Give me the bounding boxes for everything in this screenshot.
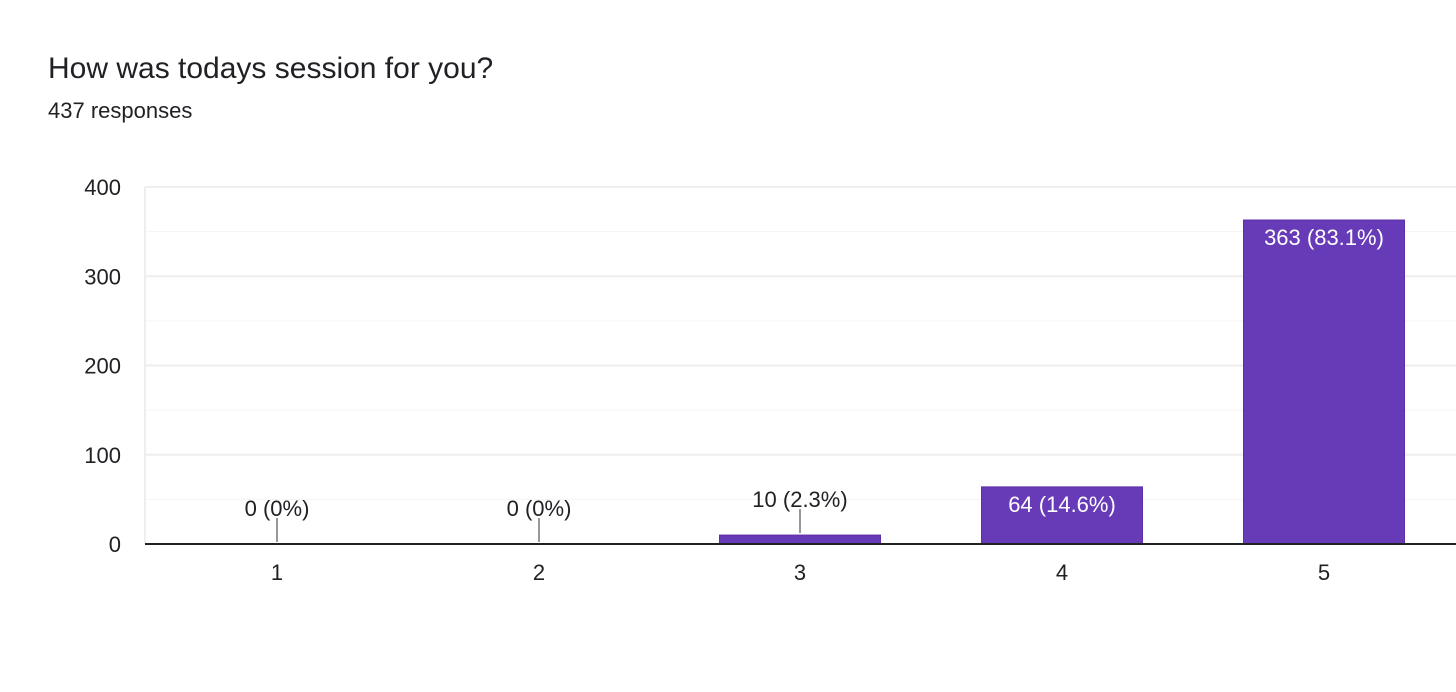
question-title: How was todays session for you? — [48, 52, 494, 85]
x-tick-label-1: 1 — [271, 560, 283, 585]
data-label-3: 10 (2.3%) — [752, 487, 847, 512]
chart-gridlines — [144, 186, 1456, 544]
data-label-2: 0 (0%) — [507, 496, 572, 521]
bar-5 — [1243, 219, 1405, 545]
y-tick-label: 100 — [84, 443, 121, 468]
response-count: 437 responses — [48, 98, 193, 123]
x-tick-label-2: 2 — [533, 560, 545, 585]
x-tick-label-5: 5 — [1318, 560, 1330, 585]
chart-axes: 0 100 200 300 400 1 2 3 4 5 — [84, 175, 1456, 585]
x-tick-label-4: 4 — [1056, 560, 1068, 585]
y-tick-label: 0 — [109, 532, 121, 557]
chart-data-labels: 0 (0%) 0 (0%) 10 (2.3%) 64 (14.6%) 363 (83.1… — [245, 225, 1384, 542]
y-tick-label: 200 — [84, 354, 121, 379]
chart-bars — [719, 219, 1405, 545]
bar-3 — [719, 534, 881, 545]
data-label-1: 0 (0%) — [245, 496, 310, 521]
data-label-4: 64 (14.6%) — [1008, 492, 1116, 517]
bar-4 — [981, 486, 1143, 545]
x-tick-label-3: 3 — [794, 560, 806, 585]
data-label-5: 363 (83.1%) — [1264, 225, 1384, 250]
y-tick-label: 400 — [84, 175, 121, 200]
y-tick-label: 300 — [84, 264, 121, 289]
